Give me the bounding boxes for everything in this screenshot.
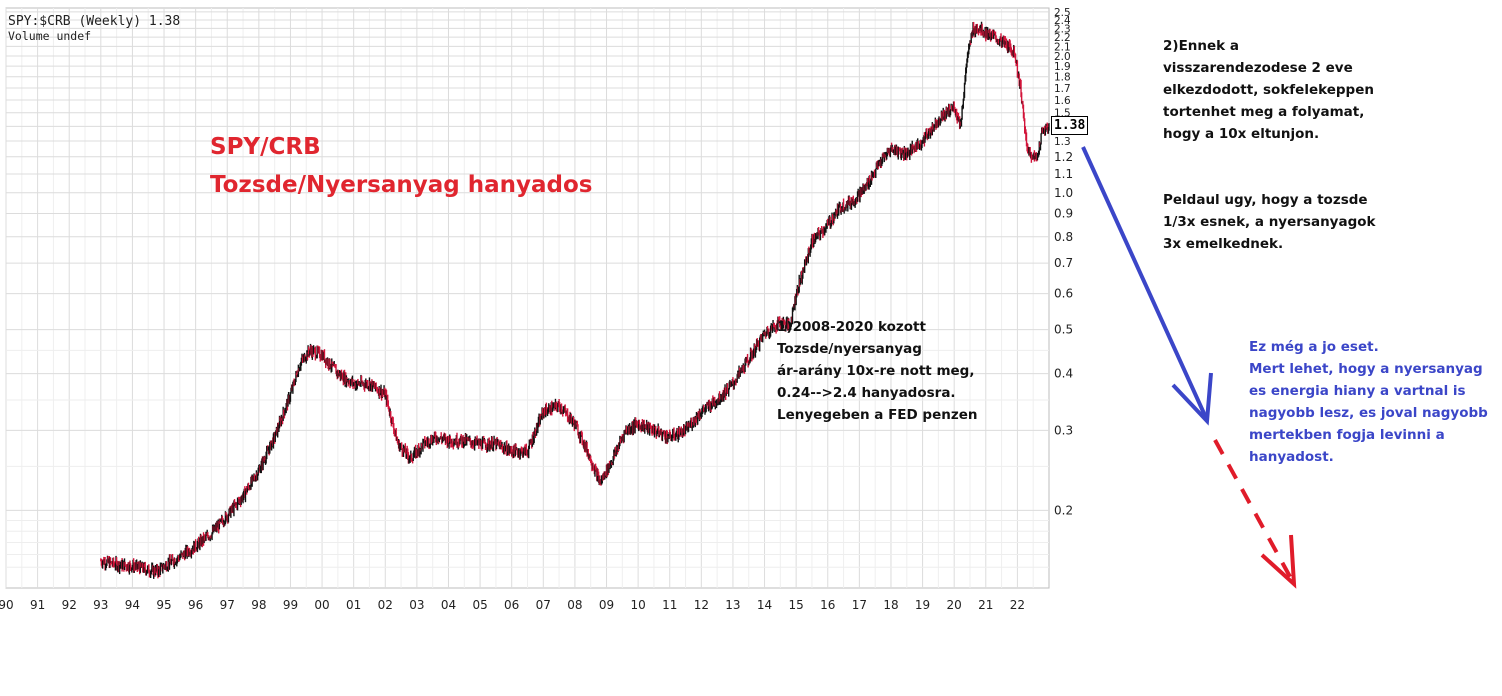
x-tick-label: 12 xyxy=(694,598,709,612)
y-tick-label: 2.3 xyxy=(1054,23,1071,35)
y-tick-label: 0.2 xyxy=(1054,503,1073,517)
x-tick-label: 16 xyxy=(820,598,835,612)
x-tick-label: 13 xyxy=(725,598,740,612)
x-tick-label: 15 xyxy=(789,598,804,612)
red-dashed-arrow-head xyxy=(1260,534,1297,589)
x-tick-label: 10 xyxy=(630,598,645,612)
y-tick-label: 0.5 xyxy=(1054,323,1073,337)
y-tick-label: 1.3 xyxy=(1054,136,1071,148)
x-tick-label: 19 xyxy=(915,598,930,612)
x-tick-label: 06 xyxy=(504,598,519,612)
x-tick-label: 90 xyxy=(0,598,14,612)
y-tick-label: 2.0 xyxy=(1054,51,1071,63)
x-tick-label: 94 xyxy=(125,598,140,612)
x-tick-label: 04 xyxy=(441,598,456,612)
x-tick-label: 05 xyxy=(472,598,487,612)
y-tick-label: 2.5 xyxy=(1054,7,1071,19)
x-tick-label: 20 xyxy=(947,598,962,612)
volume-header: Volume undef xyxy=(8,29,91,43)
x-tick-label: 11 xyxy=(662,598,677,612)
y-tick-label: 0.8 xyxy=(1054,230,1073,244)
x-tick-label: 02 xyxy=(378,598,393,612)
x-tick-label: 00 xyxy=(314,598,329,612)
y-tick-label: 1.7 xyxy=(1054,83,1071,95)
annotation-note-2: 2)Ennek a visszarendezodese 2 eve elkezd… xyxy=(1163,38,1374,142)
y-tick-label: 2.1 xyxy=(1054,41,1071,53)
chart-title-line1: SPY/CRB xyxy=(210,134,321,160)
x-tick-label: 01 xyxy=(346,598,361,612)
x-tick-label: 07 xyxy=(536,598,551,612)
y-tick-label: 0.9 xyxy=(1054,207,1073,221)
blue-arrow xyxy=(1081,146,1209,421)
y-axis-ticks: 2.52.42.32.22.12.01.91.81.71.61.51.41.31… xyxy=(1054,7,1073,518)
y-tick-label: 1.6 xyxy=(1054,95,1071,107)
last-value-badge: 1.38 xyxy=(1051,116,1089,135)
x-tick-label: 96 xyxy=(188,598,203,612)
x-tick-label: 93 xyxy=(93,598,108,612)
x-tick-label: 03 xyxy=(409,598,424,612)
x-tick-label: 08 xyxy=(567,598,582,612)
x-tick-label: 95 xyxy=(156,598,171,612)
annotation-note-3: Peldaul ugy, hogy a tozsde 1/3x esnek, a… xyxy=(1163,192,1376,252)
y-tick-label: 2.2 xyxy=(1054,32,1071,44)
price-bars xyxy=(100,21,1050,579)
x-tick-label: 21 xyxy=(978,598,993,612)
x-tick-label: 22 xyxy=(1010,598,1025,612)
grid xyxy=(5,7,1050,589)
y-tick-label: 1.2 xyxy=(1054,150,1073,164)
x-tick-label: 98 xyxy=(251,598,266,612)
x-tick-label: 18 xyxy=(883,598,898,612)
annotation-note-4: Ez még a jo eset. Mert lehet, hogy a nye… xyxy=(1249,339,1488,465)
y-tick-label: 1.0 xyxy=(1054,186,1073,200)
x-axis-ticks: 90 91 92 93 94 95 96 97 98 99 00 01 02 03 04 05 06 07 08 09… xyxy=(0,598,1025,612)
y-tick-label: 0.4 xyxy=(1054,367,1073,381)
y-tick-label: 1.1 xyxy=(1054,167,1073,181)
y-tick-label: 1.8 xyxy=(1054,72,1071,84)
chart-symbol-header: SPY:$CRB (Weekly) 1.38 xyxy=(8,14,180,29)
y-tick-label: 1.9 xyxy=(1054,61,1071,73)
x-tick-label: 91 xyxy=(30,598,45,612)
x-tick-label: 92 xyxy=(62,598,77,612)
x-tick-label: 99 xyxy=(283,598,298,612)
y-tick-label: 0.3 xyxy=(1054,423,1073,437)
annotation-arrows xyxy=(1081,146,1297,589)
blue-arrow-head xyxy=(1171,372,1213,426)
y-tick-label: 2.4 xyxy=(1054,15,1071,27)
x-tick-label: 17 xyxy=(852,598,867,612)
y-tick-label: 0.7 xyxy=(1054,256,1073,270)
y-tick-label: 0.6 xyxy=(1054,287,1073,301)
annotation-note-1: 1)2008-2020 kozott Tozsde/nyersanyag ár-… xyxy=(777,319,978,423)
x-tick-label: 14 xyxy=(757,598,772,612)
x-tick-label: 09 xyxy=(599,598,614,612)
chart-title-line2: Tozsde/Nyersanyag hanyados xyxy=(210,172,593,198)
x-tick-label: 97 xyxy=(220,598,235,612)
